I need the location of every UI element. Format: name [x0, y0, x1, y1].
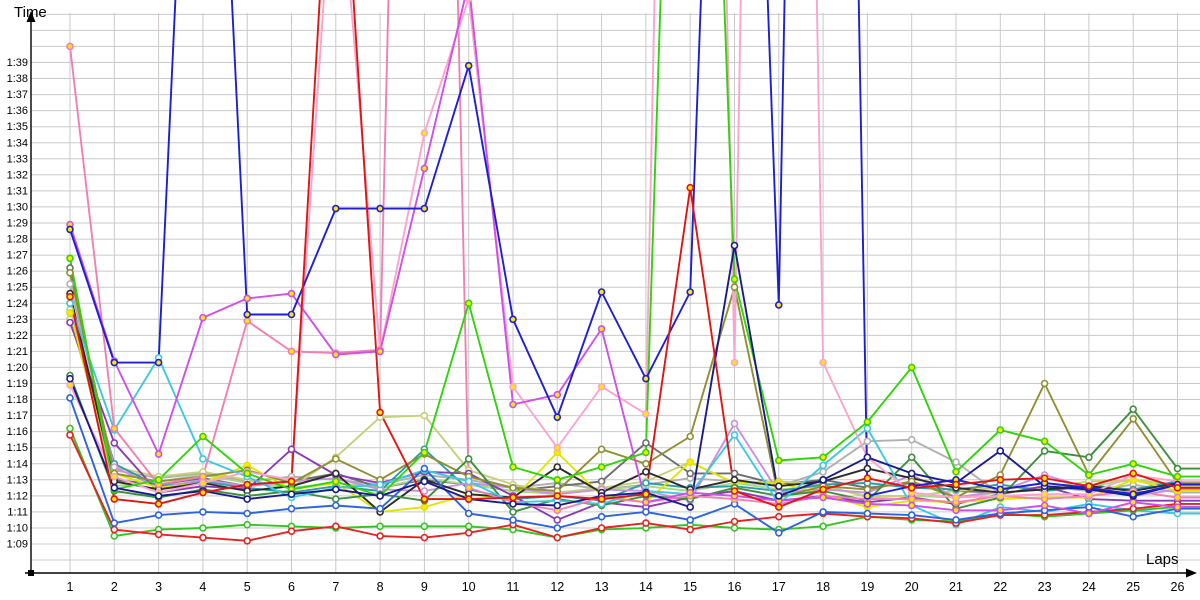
x-axis-title: Laps — [1146, 551, 1179, 568]
svg-text:24: 24 — [1082, 580, 1096, 594]
svg-text:1:11: 1:11 — [7, 506, 28, 518]
svg-text:1:17: 1:17 — [7, 410, 28, 422]
svg-text:2: 2 — [111, 580, 118, 594]
svg-text:1:22: 1:22 — [7, 330, 28, 342]
svg-text:1:39: 1:39 — [7, 57, 28, 69]
svg-text:26: 26 — [1171, 580, 1185, 594]
svg-text:1:27: 1:27 — [7, 250, 28, 262]
svg-text:1:26: 1:26 — [7, 266, 28, 278]
svg-text:1:18: 1:18 — [7, 394, 28, 406]
svg-text:1:37: 1:37 — [7, 89, 28, 101]
svg-text:11: 11 — [507, 580, 520, 594]
svg-text:9: 9 — [421, 580, 428, 594]
svg-text:1:19: 1:19 — [7, 378, 28, 390]
svg-text:1:32: 1:32 — [7, 169, 28, 181]
svg-text:1:34: 1:34 — [7, 137, 28, 149]
svg-text:25: 25 — [1126, 580, 1140, 594]
svg-text:1:12: 1:12 — [7, 490, 28, 502]
svg-text:16: 16 — [728, 580, 742, 594]
svg-text:4: 4 — [199, 580, 206, 594]
svg-text:22: 22 — [993, 580, 1007, 594]
svg-text:1:31: 1:31 — [7, 185, 28, 197]
svg-text:1:24: 1:24 — [7, 298, 28, 310]
svg-text:1:15: 1:15 — [7, 442, 28, 454]
svg-text:18: 18 — [816, 580, 830, 594]
svg-text:19: 19 — [860, 580, 874, 594]
svg-text:3: 3 — [155, 580, 162, 594]
svg-text:1:35: 1:35 — [7, 121, 28, 133]
y-axis-title: Time — [14, 4, 47, 21]
svg-text:1:20: 1:20 — [7, 362, 28, 374]
svg-text:1:16: 1:16 — [7, 426, 28, 438]
svg-text:1:14: 1:14 — [7, 458, 28, 470]
svg-text:8: 8 — [377, 580, 384, 594]
svg-text:1:38: 1:38 — [7, 73, 28, 85]
svg-text:20: 20 — [905, 580, 919, 594]
svg-text:1:21: 1:21 — [7, 346, 28, 358]
svg-text:12: 12 — [550, 580, 564, 594]
svg-text:1:33: 1:33 — [7, 153, 28, 165]
svg-text:15: 15 — [683, 580, 697, 594]
svg-text:23: 23 — [1038, 580, 1052, 594]
svg-text:1:30: 1:30 — [7, 201, 28, 213]
svg-text:14: 14 — [639, 580, 653, 594]
svg-text:1:29: 1:29 — [7, 218, 28, 230]
svg-text:13: 13 — [595, 580, 609, 594]
svg-text:10: 10 — [462, 580, 476, 594]
svg-text:1:28: 1:28 — [7, 234, 28, 246]
svg-text:5: 5 — [244, 580, 251, 594]
svg-text:1:09: 1:09 — [7, 539, 28, 551]
svg-text:1:23: 1:23 — [7, 314, 28, 326]
svg-text:1:10: 1:10 — [7, 523, 28, 535]
svg-text:21: 21 — [949, 580, 963, 594]
svg-text:6: 6 — [288, 580, 295, 594]
svg-text:1:25: 1:25 — [7, 282, 28, 294]
svg-text:7: 7 — [332, 580, 339, 594]
svg-text:1:36: 1:36 — [7, 105, 28, 117]
svg-text:1:13: 1:13 — [7, 474, 28, 486]
svg-text:17: 17 — [772, 580, 786, 594]
svg-text:1: 1 — [67, 580, 74, 594]
